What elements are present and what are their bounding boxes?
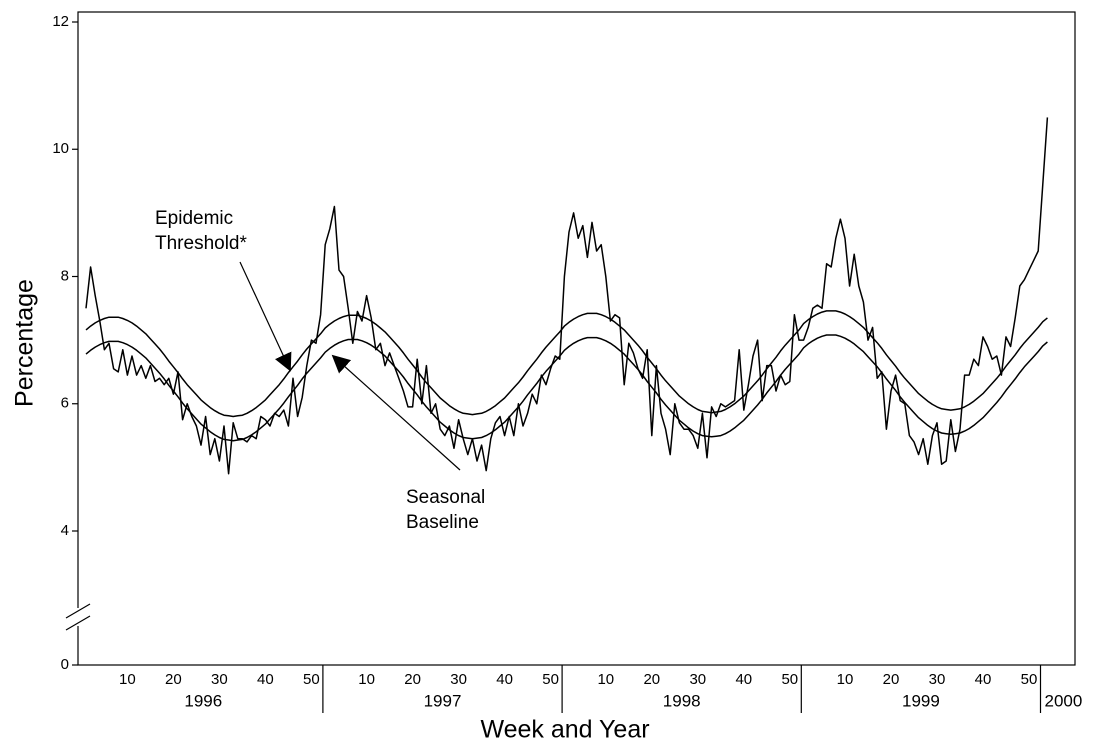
y-tick-label: 8 <box>61 267 69 284</box>
x-tick-label: 40 <box>975 671 992 688</box>
series-line <box>85 310 1048 418</box>
plot-frame <box>77 11 1076 666</box>
x-tick-label: 40 <box>735 671 752 688</box>
x-tick-label: 40 <box>257 671 274 688</box>
axis-break-slash <box>65 615 91 631</box>
y-tick-label: 4 <box>61 522 69 539</box>
annotation-arrow <box>331 354 461 471</box>
y-axis-title: Percentage <box>11 279 39 407</box>
year-label: 1997 <box>424 691 462 710</box>
x-tick-label: 40 <box>496 671 513 688</box>
series-line <box>85 117 1049 475</box>
y-tick-label: 6 <box>61 395 69 412</box>
x-axis-title: Week and Year <box>480 716 649 743</box>
series-line <box>85 334 1048 442</box>
x-tick-label: 30 <box>450 671 467 688</box>
year-label: 1999 <box>902 691 940 710</box>
axis-break <box>65 603 91 631</box>
x-tick-label: 30 <box>929 671 946 688</box>
axis-break-gap <box>70 608 86 626</box>
year-label: 1996 <box>184 691 222 710</box>
threshold-annotation: Epidemic Threshold* <box>155 208 247 254</box>
x-tick-label: 30 <box>211 671 228 688</box>
x-tick-label: 10 <box>597 671 614 688</box>
x-tick-label: 50 <box>781 671 798 688</box>
x-tick-label: 20 <box>643 671 660 688</box>
y-tick-label: 12 <box>52 13 69 30</box>
year-label: 2000 <box>1045 691 1083 710</box>
x-tick-label: 50 <box>542 671 559 688</box>
x-tick-label: 30 <box>689 671 706 688</box>
y-tick-label: 10 <box>52 140 69 157</box>
baseline-annotation: Seasonal Baseline <box>406 487 486 533</box>
x-tick-label: 20 <box>404 671 421 688</box>
year-label: 1998 <box>663 691 701 710</box>
x-tick-label: 50 <box>303 671 320 688</box>
annotation-arrow <box>239 261 292 372</box>
x-tick-label: 20 <box>883 671 900 688</box>
y-tick-label: 0 <box>61 656 69 673</box>
x-tick-label: 50 <box>1021 671 1038 688</box>
x-tick-label: 10 <box>358 671 375 688</box>
x-tick-label: 20 <box>165 671 182 688</box>
x-tick-label: 10 <box>119 671 136 688</box>
x-tick-label: 10 <box>837 671 854 688</box>
axis-break-slash <box>65 603 91 619</box>
